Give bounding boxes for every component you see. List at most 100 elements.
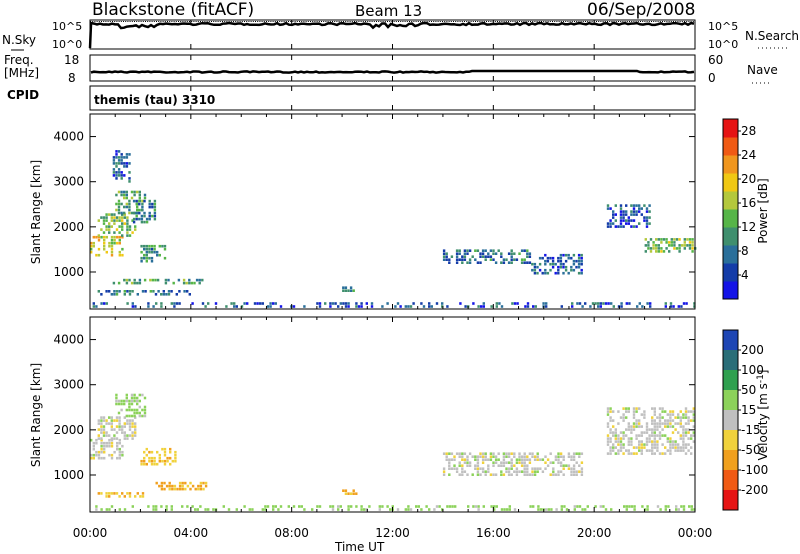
data-cell: [112, 168, 116, 171]
data-cell: [152, 305, 155, 308]
data-cell: [108, 416, 111, 419]
data-cell: [638, 419, 641, 422]
data-cell: [168, 484, 171, 488]
data-cell: [115, 174, 118, 177]
data-cell: [163, 453, 167, 457]
data-cell: [649, 238, 653, 241]
nsearch-tick-top: 10^5: [708, 20, 738, 33]
data-cell: [110, 250, 114, 254]
data-cell: [173, 305, 176, 308]
data-cell: [651, 422, 654, 425]
data-cell: [638, 434, 641, 437]
data-cell: [128, 402, 131, 406]
data-cell: [461, 258, 464, 261]
data-cell: [108, 444, 111, 448]
data-cell: [528, 252, 532, 255]
data-cell: [562, 455, 565, 458]
x-tick-label: 12:00: [375, 526, 410, 540]
data-cell: [578, 452, 581, 455]
nsearch-point: [118, 21, 120, 22]
data-cell: [334, 302, 337, 305]
data-cell: [165, 484, 169, 488]
data-cell: [476, 249, 480, 252]
data-cell: [533, 268, 537, 272]
data-cell: [617, 410, 620, 413]
data-cell: [181, 505, 184, 508]
nsearch-label: N.Search: [745, 29, 799, 43]
data-cell: [337, 305, 340, 308]
data-cell: [505, 467, 508, 470]
data-cell: [489, 473, 493, 476]
data-cell: [141, 408, 144, 412]
data-cell: [115, 293, 119, 296]
data-cell: [163, 487, 166, 491]
data-cell: [134, 228, 137, 231]
data-cell: [666, 419, 669, 422]
data-cell: [139, 495, 142, 498]
data-cell: [657, 238, 660, 241]
data-cell: [318, 305, 322, 308]
data-cell: [632, 210, 636, 213]
data-cell: [133, 278, 136, 282]
nsearch-point: [664, 21, 666, 22]
data-cell: [500, 261, 503, 264]
data-cell: [606, 443, 610, 446]
data-cell: [655, 238, 658, 241]
data-cell: [125, 196, 128, 200]
data-cell: [688, 244, 692, 247]
data-cell: [195, 278, 199, 282]
data-cell: [108, 231, 111, 234]
data-cell: [665, 241, 668, 244]
data-cell: [635, 419, 638, 422]
data-cell: [609, 219, 612, 222]
data-cell: [143, 214, 146, 218]
data-cell: [666, 440, 669, 443]
data-cell: [170, 290, 173, 293]
data-cell: [526, 467, 529, 470]
data-cell: [174, 456, 177, 460]
data-cell: [143, 396, 147, 400]
data-cell: [625, 410, 628, 413]
data-cell: [347, 302, 350, 305]
data-cell: [191, 302, 194, 305]
nsearch-point: [318, 21, 320, 22]
data-cell: [661, 428, 664, 431]
data-cell: [118, 216, 121, 219]
data-cell: [368, 505, 371, 508]
nsearch-point: [466, 21, 468, 22]
data-cell: [170, 508, 173, 511]
data-cell: [560, 305, 563, 308]
data-cell: [125, 202, 128, 206]
data-cell: [692, 434, 695, 437]
data-cell: [116, 241, 119, 245]
data-cell: [148, 459, 151, 463]
x-axis-label: Time UT: [334, 540, 385, 554]
nsearch-point: [327, 21, 329, 22]
data-cell: [536, 271, 539, 275]
nsearch-point: [459, 21, 461, 22]
data-cell: [168, 481, 171, 485]
nsearch-point: [200, 21, 201, 22]
data-cell: [677, 508, 680, 511]
data-cell: [453, 467, 456, 470]
data-cell: [105, 492, 108, 495]
data-cell: [526, 261, 529, 264]
data-cell: [693, 508, 696, 511]
data-cell: [125, 190, 128, 194]
data-cell: [123, 495, 126, 498]
data-cell: [586, 505, 589, 508]
data-cell: [261, 508, 264, 511]
data-cell: [135, 199, 138, 203]
data-cell: [570, 458, 573, 461]
data-cell: [572, 452, 576, 455]
nsearch-point: [180, 21, 182, 22]
data-cell: [105, 495, 108, 498]
data-cell: [622, 431, 625, 434]
data-cell: [505, 455, 508, 458]
data-cell: [117, 399, 121, 403]
data-cell: [494, 252, 498, 255]
data-cell: [461, 452, 464, 455]
nsearch-point: [692, 21, 694, 22]
data-cell: [536, 470, 539, 473]
data-cell: [643, 219, 646, 222]
